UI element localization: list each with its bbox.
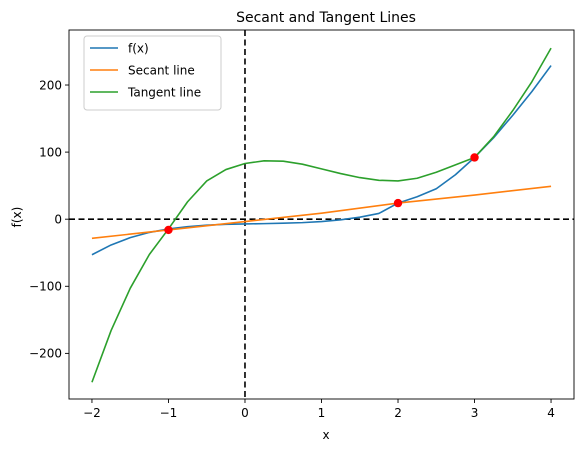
data-point-0 — [164, 225, 173, 235]
legend-entry-label: Tangent line — [127, 85, 201, 99]
chart-title: Secant and Tangent Lines — [236, 10, 416, 26]
plot-area: −2 −1 0 1 2 3 4 −200 −100 0 100 200 — [29, 29, 575, 420]
legend-entry-label: Secant line — [128, 63, 195, 77]
y-tick-label: 200 — [39, 78, 62, 92]
y-tick-label: −100 — [29, 280, 62, 294]
y-axis-label: f(x) — [10, 207, 24, 228]
series-line-secant-line — [91, 185, 552, 240]
legend: f(x) Secant line Tangent line — [83, 35, 222, 111]
x-tick-label: 3 — [471, 406, 479, 420]
x-tick-label: −2 — [83, 406, 101, 420]
y-tick-label: 0 — [54, 212, 62, 226]
x-tick-label: 0 — [241, 406, 249, 420]
legend-entry-label: f(x) — [128, 41, 149, 55]
x-tick-label: 1 — [318, 406, 326, 420]
x-tick-label: 4 — [547, 406, 555, 420]
y-tick-label: −200 — [29, 347, 62, 361]
y-tick-label: 100 — [39, 145, 62, 159]
x-tick-label: 2 — [394, 406, 402, 420]
plot-marks — [69, 30, 574, 399]
data-point-1 — [393, 198, 403, 208]
x-tick-label: −1 — [160, 406, 178, 420]
legend-box — [83, 35, 222, 111]
x-axis-label: x — [322, 428, 329, 442]
data-point-2 — [470, 153, 479, 162]
